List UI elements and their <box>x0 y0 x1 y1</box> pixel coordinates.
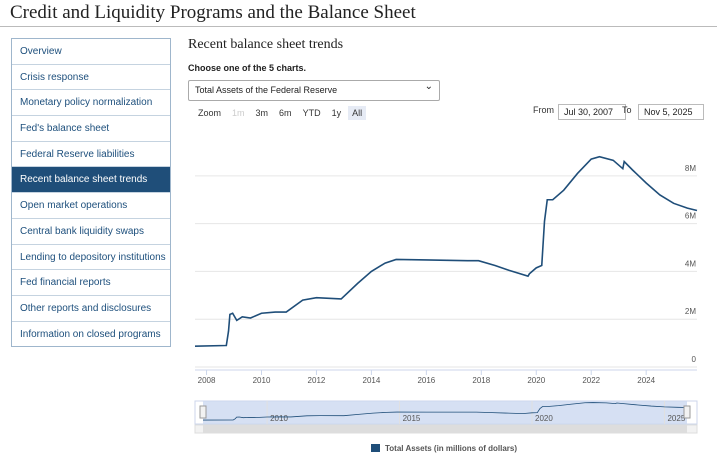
x-tick-label: 2012 <box>308 376 326 385</box>
zoom-button[interactable]: YTD <box>302 108 321 118</box>
zoom-button[interactable]: 6m <box>279 108 292 118</box>
legend-swatch <box>371 444 380 452</box>
zoom-bar: Zoom 1m 3m 6m YTD 1y All <box>194 106 367 120</box>
x-tick-label: 2008 <box>198 376 216 385</box>
nav-link[interactable]: Other reports and disclosures <box>12 296 170 322</box>
navigator-handle <box>199 405 207 419</box>
scrollbar-thumb <box>203 425 687 433</box>
zoom-label: Zoom <box>198 108 222 118</box>
chart: 0 2M 4M 6M 8M 2008 2010 2012 2014 2016 2018 2020 202… <box>194 155 698 453</box>
x-tick-label: 2010 <box>253 376 271 385</box>
nav-link[interactable]: Recent balance sheet trends <box>12 167 170 194</box>
chart-select[interactable]: Total Assets of the Federal Reserve <box>188 77 440 101</box>
section-heading: Recent balance sheet trends <box>188 37 344 52</box>
sidebar-nav: Overview Crisis response Monetary policy n… <box>11 38 171 348</box>
navigator-line <box>202 402 688 421</box>
x-tick-label: 2014 <box>363 376 381 385</box>
from-label: From <box>533 105 554 115</box>
y-tick-label: 6M <box>685 212 696 221</box>
data-line <box>194 155 698 348</box>
nav-link[interactable]: Fed financial reports <box>12 270 170 296</box>
y-tick-label: 0 <box>692 355 697 364</box>
header-rule <box>0 26 717 27</box>
nav-link[interactable]: Lending to depository institutions <box>12 245 170 271</box>
legend-label: Total Assets (in millions of dollars) <box>385 444 517 453</box>
navigator-tick-label: 2010 <box>270 414 288 423</box>
x-tick-label: 2018 <box>472 376 490 385</box>
x-tick-label: 2024 <box>637 376 655 385</box>
navigator-handle <box>683 405 691 419</box>
select-prompt: Choose one of the 5 charts. <box>188 63 307 73</box>
navigator-tick-label: 2025 <box>667 414 685 423</box>
y-tick-label: 8M <box>685 164 696 173</box>
navigator-tick-label: 2015 <box>403 414 421 423</box>
nav-link[interactable]: Open market operations <box>12 193 170 219</box>
nav-link[interactable]: Overview <box>12 39 170 65</box>
x-tick-label: 2022 <box>582 376 600 385</box>
zoom-button[interactable]: All <box>348 106 367 120</box>
nav-link[interactable]: Crisis response <box>12 65 170 91</box>
nav-link[interactable]: Central bank liquidity swaps <box>12 219 170 245</box>
zoom-button[interactable]: 1m <box>232 108 245 118</box>
nav-link[interactable]: Monetary policy normalization <box>12 90 170 117</box>
x-tick-label: 2020 <box>527 376 545 385</box>
y-tick-label: 4M <box>685 259 696 268</box>
to-label: To <box>622 105 632 115</box>
page-header: Credit and Liquidity Programs and the Ba… <box>10 2 416 23</box>
nav-link[interactable]: Federal Reserve liabilities <box>12 142 170 168</box>
to-date[interactable]: Nov 5, 2025 <box>638 104 704 120</box>
navigator-tick-label: 2020 <box>535 414 553 423</box>
x-tick-label: 2016 <box>417 376 435 385</box>
zoom-button[interactable]: 1y <box>331 108 342 118</box>
nav-link[interactable]: Information on closed programs <box>20 328 161 340</box>
nav-link[interactable]: Fed's balance sheet <box>12 116 170 142</box>
y-tick-label: 2M <box>685 307 696 316</box>
from-date[interactable]: Jul 30, 2007 <box>558 104 626 120</box>
zoom-button[interactable]: 3m <box>255 108 269 118</box>
